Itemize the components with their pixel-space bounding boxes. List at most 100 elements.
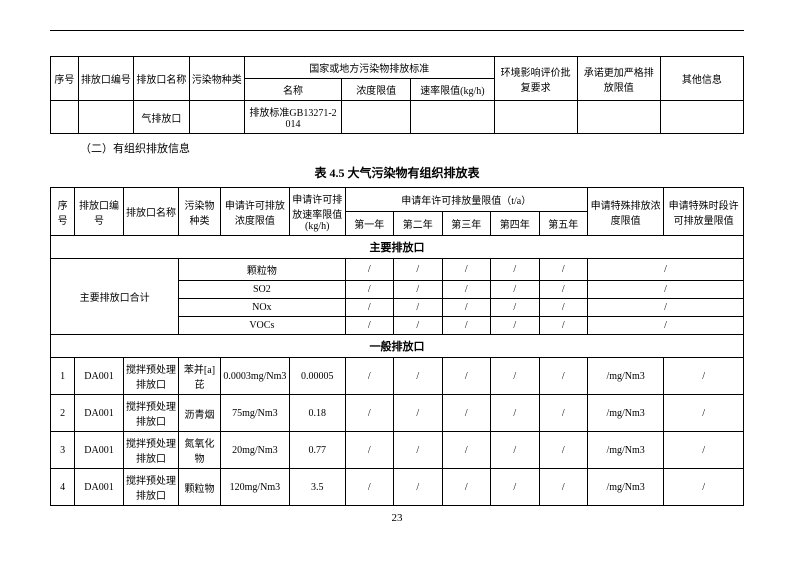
h-std-name: 名称 [245, 79, 342, 101]
cell: / [539, 469, 588, 506]
cell [342, 101, 411, 134]
cell: / [491, 281, 540, 299]
cell: DA001 [75, 395, 124, 432]
h-other: 其他信息 [660, 57, 743, 101]
cell: /mg/Nm3 [588, 395, 664, 432]
cell: 搅拌预处理排放口 [123, 432, 178, 469]
cell: 搅拌预处理排放口 [123, 395, 178, 432]
main-section-header: 主要排放口 [51, 236, 744, 259]
cell: / [664, 395, 744, 432]
h-outlet-name: 排放口名称 [123, 188, 178, 236]
standards-table: 序号 排放口编号 排放口名称 污染物种类 国家或地方污染物排放标准 环境影响评价… [50, 56, 744, 134]
cell: / [394, 317, 443, 335]
cell: DA001 [75, 358, 124, 395]
cell: / [442, 299, 491, 317]
cell [660, 101, 743, 134]
total-name: VOCs [179, 317, 345, 335]
cell: / [588, 299, 744, 317]
cell: / [394, 259, 443, 281]
cell [51, 101, 79, 134]
cell [577, 101, 660, 134]
h-outlet-id: 排放口编号 [75, 188, 124, 236]
cell: / [442, 469, 491, 506]
cell: / [442, 395, 491, 432]
top-rule [50, 30, 744, 31]
cell: / [539, 432, 588, 469]
h-annual-group: 申请年许可排放量限值（t/a） [345, 188, 588, 212]
cell: / [491, 358, 540, 395]
cell: /mg/Nm3 [588, 469, 664, 506]
page-number: 23 [50, 512, 744, 524]
h-y3: 第三年 [442, 212, 491, 236]
total-name: SO2 [179, 281, 345, 299]
h-env-req: 环境影响评价批复要求 [494, 57, 577, 101]
cell: / [491, 395, 540, 432]
total-label: 主要排放口合计 [51, 259, 179, 335]
cell: / [491, 432, 540, 469]
cell: / [394, 395, 443, 432]
cell: 2 [51, 395, 75, 432]
h-conc-limit: 浓度限值 [342, 79, 411, 101]
cell: / [394, 299, 443, 317]
cell: /mg/Nm3 [588, 358, 664, 395]
h-outlet-name: 排放口名称 [134, 57, 189, 101]
table-row: 2DA001搅拌预处理排放口沥青烟75mg/Nm30.18//////mg/Nm… [51, 395, 744, 432]
cell: / [588, 259, 744, 281]
h-y4: 第四年 [491, 212, 540, 236]
cell [78, 101, 133, 134]
h-pollutant-type: 污染物种类 [179, 188, 221, 236]
cell: 3 [51, 432, 75, 469]
cell: / [345, 299, 394, 317]
cell: / [491, 469, 540, 506]
cell [494, 101, 577, 134]
general-section-header: 一般排放口 [51, 335, 744, 358]
cell: 搅拌预处理排放口 [123, 469, 178, 506]
h-standard-group: 国家或地方污染物排放标准 [245, 57, 494, 79]
h-y1: 第一年 [345, 212, 394, 236]
cell: 20mg/Nm3 [220, 432, 289, 469]
cell: 气排放口 [134, 101, 189, 134]
cell: 排放标准GB13271-2014 [245, 101, 342, 134]
cell: / [491, 299, 540, 317]
emission-table: 序号 排放口编号 排放口名称 污染物种类 申请许可排放浓度限值 申请许可排放速率… [50, 187, 744, 506]
cell: 0.0003mg/Nm3 [220, 358, 289, 395]
cell: / [539, 395, 588, 432]
cell: / [345, 358, 394, 395]
table-row: 1DA001搅拌预处理排放口苯并[a]芘0.0003mg/Nm30.00005/… [51, 358, 744, 395]
cell: 120mg/Nm3 [220, 469, 289, 506]
cell: / [664, 469, 744, 506]
table-row: 气排放口 排放标准GB13271-2014 [51, 101, 744, 134]
total-row: 主要排放口合计 颗粒物 / / / / / / [51, 259, 744, 281]
table-title: 表 4.5 大气污染物有组织排放表 [50, 164, 744, 181]
cell: 氮氧化物 [179, 432, 221, 469]
cell: 0.77 [290, 432, 345, 469]
h-rate-limit: 速率限值(kg/h) [411, 79, 494, 101]
cell: / [539, 259, 588, 281]
cell [189, 101, 244, 134]
cell: / [442, 259, 491, 281]
h-seq: 序号 [51, 188, 75, 236]
cell: / [539, 317, 588, 335]
cell: / [394, 281, 443, 299]
cell: / [345, 317, 394, 335]
cell: / [442, 432, 491, 469]
cell: / [345, 395, 394, 432]
cell: / [539, 299, 588, 317]
h-commit: 承诺更加严格排放限值 [577, 57, 660, 101]
cell: / [345, 432, 394, 469]
h-apply-conc: 申请许可排放浓度限值 [220, 188, 289, 236]
cell: 4 [51, 469, 75, 506]
cell: 75mg/Nm3 [220, 395, 289, 432]
cell: / [442, 358, 491, 395]
cell: / [442, 281, 491, 299]
cell: / [345, 469, 394, 506]
h-y5: 第五年 [539, 212, 588, 236]
cell: 1 [51, 358, 75, 395]
cell: / [588, 281, 744, 299]
table-row: 3DA001搅拌预处理排放口氮氧化物20mg/Nm30.77//////mg/N… [51, 432, 744, 469]
cell: DA001 [75, 469, 124, 506]
cell: / [442, 317, 491, 335]
cell: / [539, 358, 588, 395]
cell: / [588, 317, 744, 335]
total-name: 颗粒物 [179, 259, 345, 281]
